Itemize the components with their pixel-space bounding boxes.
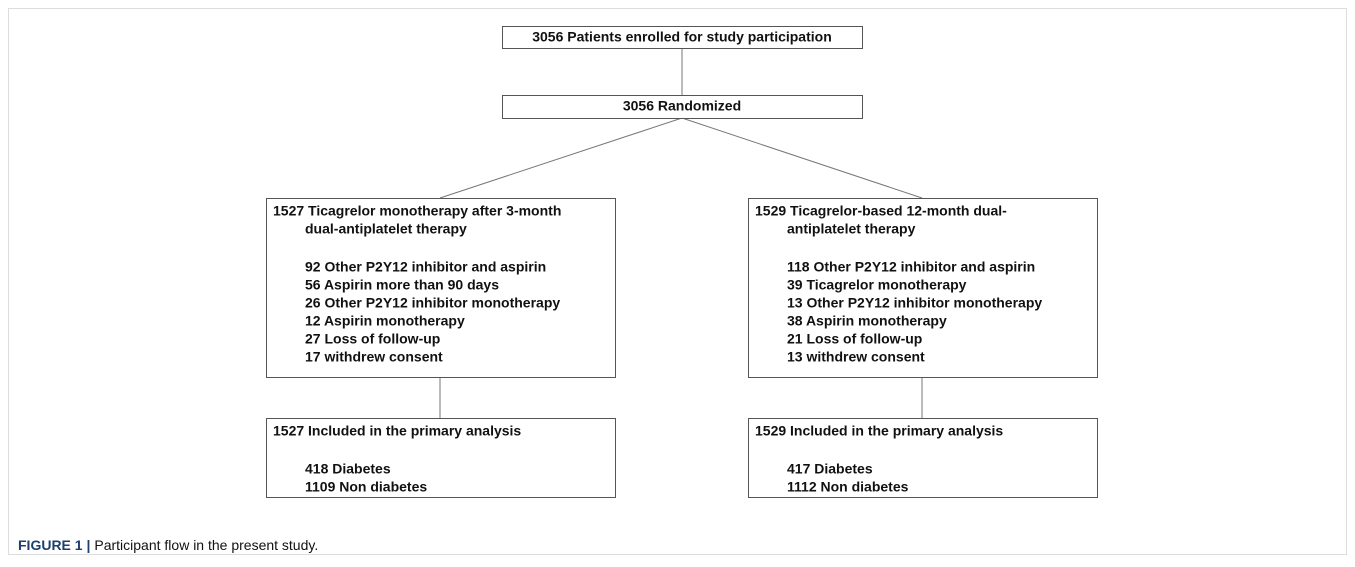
box-heading: 1529 Included in the primary analysis [755,423,1003,439]
box-label: 3056 Patients enrolled for study partici… [532,29,832,45]
box-item: 417 Diabetes [787,461,873,477]
caption: FIGURE 1 | Participant flow in the presen… [18,537,318,553]
box-item: 13 withdrew consent [787,349,925,365]
box [748,198,1098,378]
box-heading: dual-antiplatelet therapy [305,221,467,237]
box-item: 39 Ticagrelor monotherapy [787,277,967,293]
box-item: 17 withdrew consent [305,349,443,365]
box-heading: 1527 Included in the primary analysis [273,423,521,439]
box-item: 12 Aspirin monotherapy [305,313,465,329]
box [502,26,863,49]
connector [439,117,683,199]
box-item: 26 Other P2Y12 inhibitor monotherapy [305,295,560,311]
box-item: 56 Aspirin more than 90 days [305,277,499,293]
box [502,95,863,119]
box [266,418,616,498]
box-heading: antiplatelet therapy [787,221,916,237]
box-item: 118 Other P2Y12 inhibitor and aspirin [787,259,1035,275]
box-item: 92 Other P2Y12 inhibitor and aspirin [305,259,546,275]
box [266,198,616,378]
caption-text: Participant flow in the present study. [94,537,318,553]
connector [681,117,923,199]
box-item: 38 Aspirin monotherapy [787,313,947,329]
box-item: 1112 Non diabetes [787,479,909,495]
box-item: 1109 Non diabetes [305,479,427,495]
box-label: 3056 Randomized [623,98,741,114]
box-item: 27 Loss of follow-up [305,331,440,347]
box [748,418,1098,498]
box-heading: 1529 Ticagrelor-based 12-month dual- [755,203,1007,219]
box-heading: 1527 Ticagrelor monotherapy after 3-mont… [273,203,561,219]
caption-label: FIGURE 1 | [18,537,90,553]
box-item: 418 Diabetes [305,461,391,477]
box-item: 21 Loss of follow-up [787,331,922,347]
frame [8,8,1347,555]
box-item: 13 Other P2Y12 inhibitor monotherapy [787,295,1042,311]
